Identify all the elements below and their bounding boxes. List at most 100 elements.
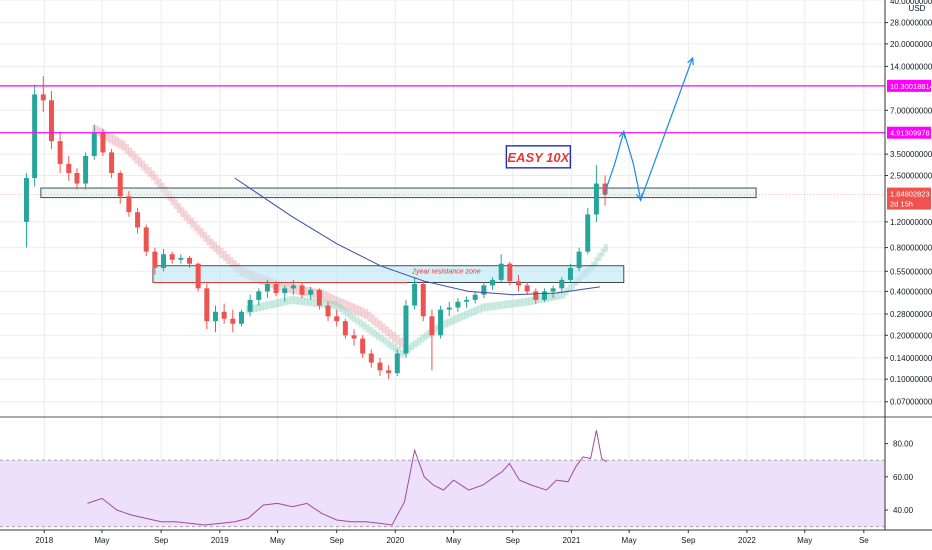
lower-band-segment	[331, 301, 336, 310]
upper-band-segment	[134, 153, 139, 164]
lower-band-segment	[511, 299, 516, 308]
upper-band-segment	[312, 288, 317, 299]
candle-body	[533, 291, 539, 300]
upper-band-segment	[278, 281, 283, 292]
candle-body	[187, 257, 193, 264]
candle-body	[386, 370, 392, 374]
annotation-easy-10x: EASY 10X	[507, 150, 570, 165]
lower-band-segment	[603, 244, 608, 253]
candle-body	[559, 279, 565, 289]
price-tick-label: 0.20000000	[890, 331, 932, 340]
lower-band-segment	[538, 295, 543, 304]
lower-band-segment	[557, 291, 562, 300]
candle-body	[161, 254, 167, 268]
candle-body	[377, 362, 383, 371]
lower-band-segment	[567, 284, 572, 293]
upper-band-segment	[173, 199, 178, 210]
lower-band-segment	[351, 314, 356, 323]
upper-band-segment	[333, 295, 338, 306]
candle-body	[593, 183, 599, 215]
candle-body	[230, 318, 236, 324]
lower-band-segment	[266, 301, 271, 310]
upper-band-segment	[180, 207, 185, 218]
lower-band-segment	[600, 248, 605, 257]
overlays	[0, 56, 885, 296]
candle-body	[316, 289, 322, 306]
lower-band-segment	[494, 301, 499, 310]
lower-band-segment	[531, 296, 536, 305]
lower-band-segment	[423, 332, 428, 341]
upper-band-segment	[131, 150, 136, 161]
upper-band-segment	[141, 160, 146, 171]
lower-band-segment	[497, 301, 502, 310]
price-tick-label: 1.20000000	[890, 218, 932, 227]
upper-band-segment	[209, 238, 214, 249]
upper-band-segment	[190, 217, 195, 228]
upper-band-segment	[295, 284, 300, 295]
candle-body	[290, 285, 296, 289]
upper-band-segment	[95, 125, 100, 136]
price-tick-label: 40.00000000	[890, 0, 932, 6]
rsi-band	[0, 460, 885, 527]
price-tick-label: 0.55000000	[890, 267, 932, 276]
lower-band-segment	[460, 312, 465, 321]
candle-body	[212, 311, 218, 322]
candle-body	[109, 152, 115, 173]
lower-band-segment	[518, 298, 523, 307]
candle-body	[143, 227, 149, 252]
lower-band-segment	[504, 300, 509, 309]
upper-band-segment	[111, 135, 116, 146]
upper-band-segment	[154, 174, 159, 185]
candle-body	[204, 288, 210, 322]
candle-body	[550, 288, 556, 292]
upper-band-segment	[285, 282, 290, 293]
candle-body	[507, 263, 513, 282]
candle-body	[221, 311, 227, 319]
upper-band-segment	[360, 307, 365, 318]
upper-band-segment	[170, 194, 175, 205]
upper-band-segment	[371, 314, 376, 325]
upper-band-segment	[302, 286, 307, 297]
candle-body	[412, 283, 418, 306]
upper-band-segment	[105, 131, 110, 142]
lower-band-segment	[259, 302, 264, 311]
labels: EASY 10X 2year resistance zone	[411, 145, 572, 276]
time-tick-label: 2020	[386, 536, 404, 545]
lower-band-segment	[338, 304, 343, 313]
upper-band-segment	[193, 221, 198, 232]
candle-body	[117, 172, 123, 197]
upper-band-segment	[381, 323, 386, 334]
candle-body	[48, 100, 54, 142]
upper-band-segment	[121, 140, 126, 151]
upper-band-segment	[147, 167, 152, 178]
time-tick-label: May	[94, 536, 109, 545]
upper-band-segment	[378, 320, 383, 331]
candle-body	[368, 353, 374, 363]
lower-band-segment	[310, 298, 315, 307]
lower-band-segment	[406, 344, 411, 353]
lower-band-segment	[508, 299, 513, 308]
lower-band-segment	[386, 339, 391, 348]
lower-band-segment	[514, 299, 519, 308]
lower-band-segment	[457, 313, 462, 322]
lower-band-segment	[307, 298, 312, 307]
candle-body	[100, 132, 106, 153]
lower-band-segment	[400, 349, 405, 358]
time-tick-label: May	[622, 536, 637, 545]
candle-body	[429, 316, 435, 336]
price-tick-label: 28.00000000	[890, 19, 932, 28]
lower-band-segment	[358, 319, 363, 328]
candle-body	[464, 299, 470, 302]
upper-band-segment	[292, 283, 297, 294]
rsi-tick-label: 60.00	[893, 473, 914, 482]
lower-band-segment	[293, 296, 298, 305]
lower-band-segment	[597, 252, 602, 261]
moving-average-line	[234, 177, 600, 296]
upper-band-segment	[108, 133, 113, 144]
time-tick-label: Sep	[681, 536, 696, 545]
rsi-tick-label: 80.00	[893, 440, 914, 449]
lower-band-segment	[450, 316, 455, 325]
lower-band-segment	[443, 319, 448, 328]
lower-band-segment	[427, 329, 432, 338]
